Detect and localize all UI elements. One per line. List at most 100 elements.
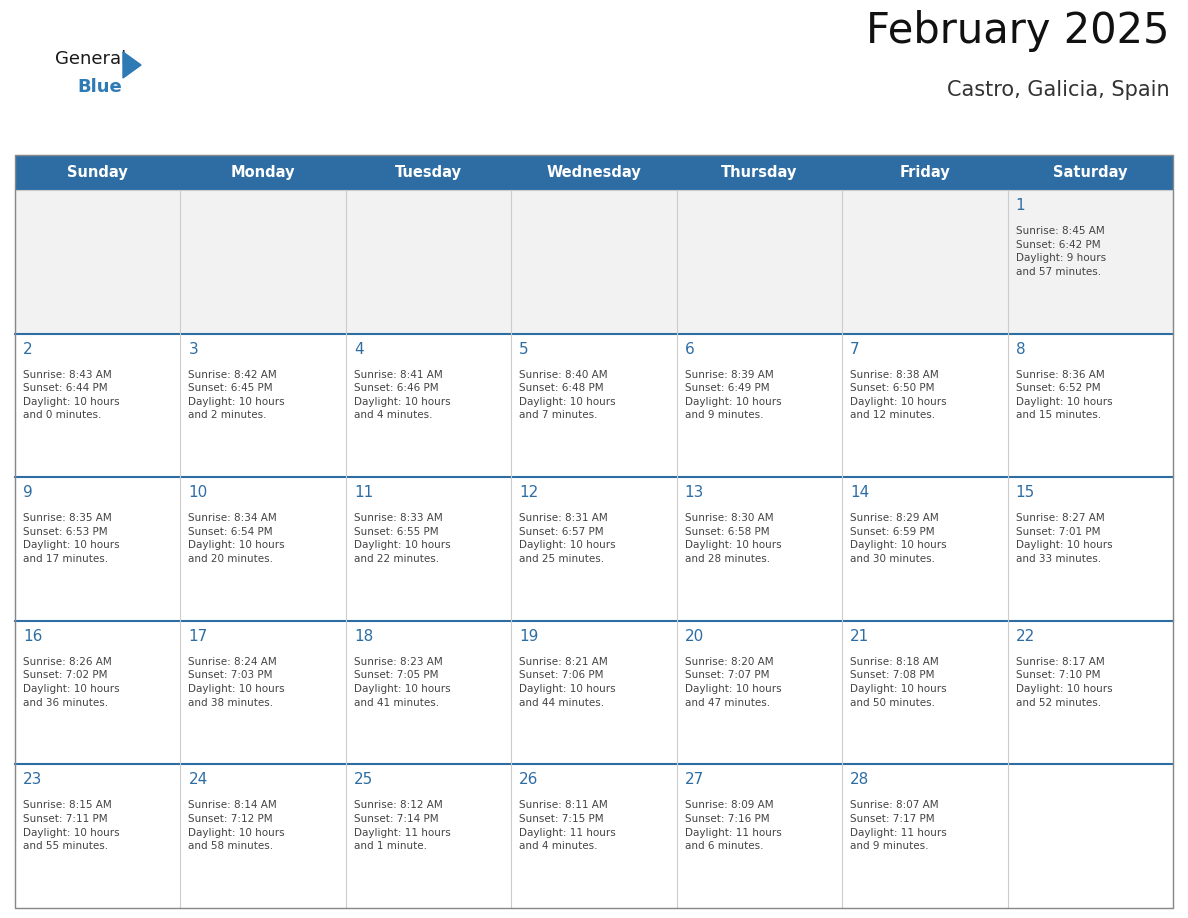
Text: Sunrise: 8:33 AM
Sunset: 6:55 PM
Daylight: 10 hours
and 22 minutes.: Sunrise: 8:33 AM Sunset: 6:55 PM Dayligh… [354, 513, 450, 564]
Bar [346, 190, 511, 333]
Text: 6: 6 [684, 341, 695, 356]
Text: Sunrise: 8:07 AM
Sunset: 7:17 PM
Daylight: 11 hours
and 9 minutes.: Sunrise: 8:07 AM Sunset: 7:17 PM Dayligh… [851, 800, 947, 851]
Text: 18: 18 [354, 629, 373, 644]
Text: 19: 19 [519, 629, 538, 644]
Text: 22: 22 [1016, 629, 1035, 644]
Text: 7: 7 [851, 341, 860, 356]
Bar [1007, 477, 1173, 621]
Bar [842, 333, 1007, 477]
Text: 2: 2 [23, 341, 32, 356]
Bar [346, 765, 511, 908]
Text: Monday: Monday [230, 165, 296, 180]
Text: 27: 27 [684, 772, 704, 788]
Text: Sunrise: 8:18 AM
Sunset: 7:08 PM
Daylight: 10 hours
and 50 minutes.: Sunrise: 8:18 AM Sunset: 7:08 PM Dayligh… [851, 656, 947, 708]
Text: Sunrise: 8:38 AM
Sunset: 6:50 PM
Daylight: 10 hours
and 12 minutes.: Sunrise: 8:38 AM Sunset: 6:50 PM Dayligh… [851, 370, 947, 420]
Bar [346, 621, 511, 765]
Text: Wednesday: Wednesday [546, 165, 642, 180]
Text: 17: 17 [189, 629, 208, 644]
Text: 9: 9 [23, 486, 33, 500]
Text: Thursday: Thursday [721, 165, 797, 180]
Text: Tuesday: Tuesday [396, 165, 462, 180]
Bar [1007, 333, 1173, 477]
Bar [181, 333, 346, 477]
Text: Sunrise: 8:24 AM
Sunset: 7:03 PM
Daylight: 10 hours
and 38 minutes.: Sunrise: 8:24 AM Sunset: 7:03 PM Dayligh… [189, 656, 285, 708]
Text: 14: 14 [851, 486, 870, 500]
Text: 24: 24 [189, 772, 208, 788]
Text: Sunrise: 8:11 AM
Sunset: 7:15 PM
Daylight: 11 hours
and 4 minutes.: Sunrise: 8:11 AM Sunset: 7:15 PM Dayligh… [519, 800, 617, 851]
Text: 16: 16 [23, 629, 43, 644]
Text: 12: 12 [519, 486, 538, 500]
Text: Sunrise: 8:09 AM
Sunset: 7:16 PM
Daylight: 11 hours
and 6 minutes.: Sunrise: 8:09 AM Sunset: 7:16 PM Dayligh… [684, 800, 782, 851]
Text: Sunrise: 8:35 AM
Sunset: 6:53 PM
Daylight: 10 hours
and 17 minutes.: Sunrise: 8:35 AM Sunset: 6:53 PM Dayligh… [23, 513, 120, 564]
Bar [677, 190, 842, 333]
Text: Sunday: Sunday [68, 165, 128, 180]
Bar [842, 477, 1007, 621]
Text: Sunrise: 8:21 AM
Sunset: 7:06 PM
Daylight: 10 hours
and 44 minutes.: Sunrise: 8:21 AM Sunset: 7:06 PM Dayligh… [519, 656, 615, 708]
Bar [842, 621, 1007, 765]
Bar [511, 333, 677, 477]
Bar [181, 190, 346, 333]
Bar [181, 477, 346, 621]
Text: 21: 21 [851, 629, 870, 644]
Bar [511, 621, 677, 765]
Text: Sunrise: 8:30 AM
Sunset: 6:58 PM
Daylight: 10 hours
and 28 minutes.: Sunrise: 8:30 AM Sunset: 6:58 PM Dayligh… [684, 513, 782, 564]
Bar [15, 333, 181, 477]
Text: 28: 28 [851, 772, 870, 788]
Text: Sunrise: 8:39 AM
Sunset: 6:49 PM
Daylight: 10 hours
and 9 minutes.: Sunrise: 8:39 AM Sunset: 6:49 PM Dayligh… [684, 370, 782, 420]
Bar [346, 477, 511, 621]
Text: Sunrise: 8:20 AM
Sunset: 7:07 PM
Daylight: 10 hours
and 47 minutes.: Sunrise: 8:20 AM Sunset: 7:07 PM Dayligh… [684, 656, 782, 708]
Text: Castro, Galicia, Spain: Castro, Galicia, Spain [947, 80, 1170, 100]
Text: Sunrise: 8:42 AM
Sunset: 6:45 PM
Daylight: 10 hours
and 2 minutes.: Sunrise: 8:42 AM Sunset: 6:45 PM Dayligh… [189, 370, 285, 420]
Text: Sunrise: 8:34 AM
Sunset: 6:54 PM
Daylight: 10 hours
and 20 minutes.: Sunrise: 8:34 AM Sunset: 6:54 PM Dayligh… [189, 513, 285, 564]
Bar [511, 765, 677, 908]
Text: 8: 8 [1016, 341, 1025, 356]
Text: Sunrise: 8:17 AM
Sunset: 7:10 PM
Daylight: 10 hours
and 52 minutes.: Sunrise: 8:17 AM Sunset: 7:10 PM Dayligh… [1016, 656, 1112, 708]
Text: Sunrise: 8:27 AM
Sunset: 7:01 PM
Daylight: 10 hours
and 33 minutes.: Sunrise: 8:27 AM Sunset: 7:01 PM Dayligh… [1016, 513, 1112, 564]
Text: Sunrise: 8:29 AM
Sunset: 6:59 PM
Daylight: 10 hours
and 30 minutes.: Sunrise: 8:29 AM Sunset: 6:59 PM Dayligh… [851, 513, 947, 564]
Text: February 2025: February 2025 [866, 10, 1170, 52]
Bar [15, 621, 181, 765]
Bar [181, 765, 346, 908]
Bar [15, 155, 1173, 908]
Text: 15: 15 [1016, 486, 1035, 500]
Text: 13: 13 [684, 486, 704, 500]
Text: 4: 4 [354, 341, 364, 356]
Bar [677, 477, 842, 621]
Text: Blue: Blue [77, 78, 121, 96]
Text: 23: 23 [23, 772, 43, 788]
Text: Sunrise: 8:14 AM
Sunset: 7:12 PM
Daylight: 10 hours
and 58 minutes.: Sunrise: 8:14 AM Sunset: 7:12 PM Dayligh… [189, 800, 285, 851]
Text: Sunrise: 8:23 AM
Sunset: 7:05 PM
Daylight: 10 hours
and 41 minutes.: Sunrise: 8:23 AM Sunset: 7:05 PM Dayligh… [354, 656, 450, 708]
Text: 11: 11 [354, 486, 373, 500]
Text: 1: 1 [1016, 198, 1025, 213]
Bar [15, 765, 181, 908]
Text: General: General [55, 50, 126, 68]
Text: Sunrise: 8:36 AM
Sunset: 6:52 PM
Daylight: 10 hours
and 15 minutes.: Sunrise: 8:36 AM Sunset: 6:52 PM Dayligh… [1016, 370, 1112, 420]
Bar [842, 190, 1007, 333]
Bar [1007, 190, 1173, 333]
Text: 3: 3 [189, 341, 198, 356]
Bar [511, 190, 677, 333]
Text: Sunrise: 8:45 AM
Sunset: 6:42 PM
Daylight: 9 hours
and 57 minutes.: Sunrise: 8:45 AM Sunset: 6:42 PM Dayligh… [1016, 226, 1106, 277]
Text: Sunrise: 8:26 AM
Sunset: 7:02 PM
Daylight: 10 hours
and 36 minutes.: Sunrise: 8:26 AM Sunset: 7:02 PM Dayligh… [23, 656, 120, 708]
Bar [677, 765, 842, 908]
Text: 5: 5 [519, 341, 529, 356]
Bar [677, 333, 842, 477]
Text: Sunrise: 8:15 AM
Sunset: 7:11 PM
Daylight: 10 hours
and 55 minutes.: Sunrise: 8:15 AM Sunset: 7:11 PM Dayligh… [23, 800, 120, 851]
Text: Sunrise: 8:40 AM
Sunset: 6:48 PM
Daylight: 10 hours
and 7 minutes.: Sunrise: 8:40 AM Sunset: 6:48 PM Dayligh… [519, 370, 615, 420]
Text: Saturday: Saturday [1053, 165, 1127, 180]
Polygon shape [124, 52, 141, 78]
Text: Sunrise: 8:12 AM
Sunset: 7:14 PM
Daylight: 11 hours
and 1 minute.: Sunrise: 8:12 AM Sunset: 7:14 PM Dayligh… [354, 800, 450, 851]
Text: Sunrise: 8:31 AM
Sunset: 6:57 PM
Daylight: 10 hours
and 25 minutes.: Sunrise: 8:31 AM Sunset: 6:57 PM Dayligh… [519, 513, 615, 564]
Text: 20: 20 [684, 629, 704, 644]
Bar [677, 621, 842, 765]
Bar [1007, 765, 1173, 908]
Text: Sunrise: 8:43 AM
Sunset: 6:44 PM
Daylight: 10 hours
and 0 minutes.: Sunrise: 8:43 AM Sunset: 6:44 PM Dayligh… [23, 370, 120, 420]
Bar [15, 155, 1173, 190]
Bar [15, 190, 181, 333]
Bar [842, 765, 1007, 908]
Bar [181, 621, 346, 765]
Text: 25: 25 [354, 772, 373, 788]
Text: Sunrise: 8:41 AM
Sunset: 6:46 PM
Daylight: 10 hours
and 4 minutes.: Sunrise: 8:41 AM Sunset: 6:46 PM Dayligh… [354, 370, 450, 420]
Bar [1007, 621, 1173, 765]
Text: 26: 26 [519, 772, 538, 788]
